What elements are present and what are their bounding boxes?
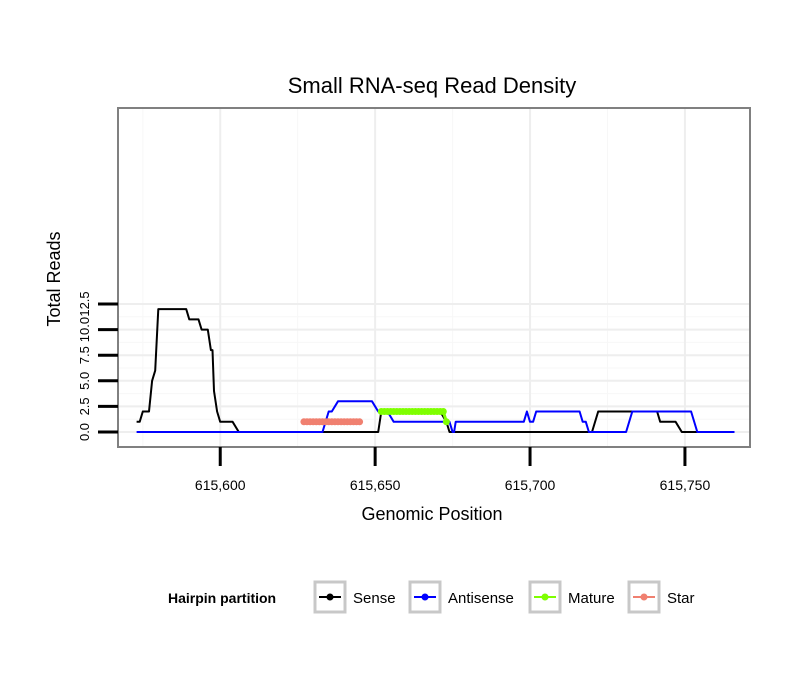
x-tick-label: 615,700 [505, 477, 556, 493]
y-tick-label: 10.0 [77, 317, 92, 342]
x-tick-label: 615,600 [195, 477, 246, 493]
legend-label-star: Star [667, 590, 695, 607]
plot-background [118, 108, 750, 447]
y-tick-label: 5.0 [77, 372, 92, 390]
x-tick-label: 615,750 [660, 477, 711, 493]
x-axis-label: Genomic Position [361, 504, 502, 524]
data-point-mature [442, 418, 450, 426]
y-tick-label: 12.5 [77, 291, 92, 316]
legend-key-point-mature [541, 593, 549, 601]
series-line-sense [136, 308, 735, 433]
series-line-antisense [136, 400, 735, 433]
legend-item-antisense: Antisense [408, 580, 514, 614]
legend-key-point-sense [326, 593, 334, 601]
y-tick-label: 2.5 [77, 397, 92, 415]
plot-border [117, 107, 751, 448]
legend-item-star: Star [627, 580, 695, 614]
legend-item-sense: Sense [313, 580, 396, 614]
legend-label-antisense: Antisense [448, 590, 514, 607]
data-point-mature [439, 408, 447, 415]
legend: Hairpin partition Sense Antisense Mature St… [168, 580, 695, 614]
legend-key-point-antisense [421, 593, 429, 601]
x-axis: 615,600 615,650 615,700 615,750 [195, 447, 711, 493]
y-axis-label: Total Reads [44, 231, 64, 326]
plot-area [117, 107, 751, 448]
data-point-star [356, 418, 364, 426]
legend-title: Hairpin partition [168, 590, 276, 606]
y-axis: 0.0 2.5 5.0 7.5 10.012.5 [77, 291, 118, 441]
legend-label-mature: Mature [568, 590, 615, 607]
legend-label-sense: Sense [353, 590, 396, 607]
y-tick-label: 7.5 [77, 346, 92, 364]
legend-item-mature: Mature [528, 580, 615, 614]
y-tick-label: 0.0 [77, 423, 92, 441]
legend-key-point-star [640, 593, 648, 601]
x-tick-label: 615,650 [350, 477, 401, 493]
chart-title: Small RNA-seq Read Density [288, 73, 577, 98]
